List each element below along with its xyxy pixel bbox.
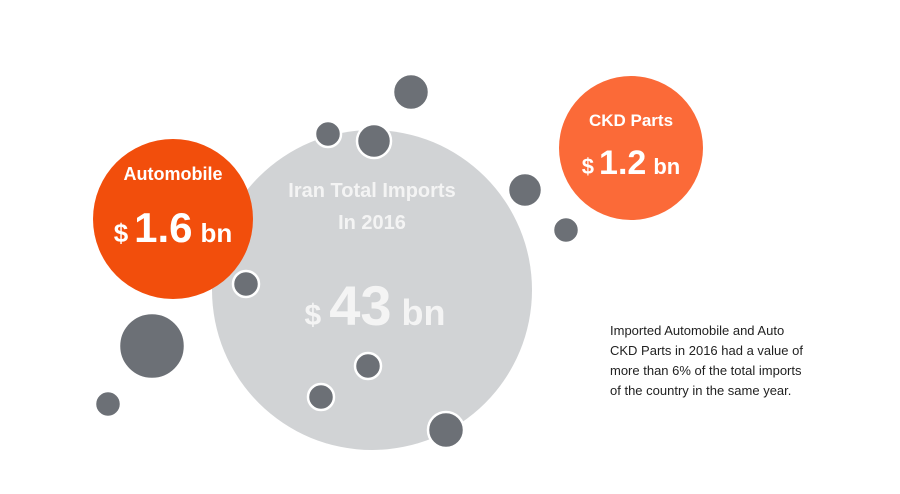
note-line: CKD Parts in 2016 had a value of — [610, 343, 803, 358]
dot — [117, 311, 187, 381]
unit: bn — [201, 218, 233, 248]
note-line: more than 6% of the total imports — [610, 363, 802, 378]
currency: $ — [582, 154, 594, 179]
dot — [426, 410, 466, 450]
ckd-bubble — [559, 76, 703, 220]
currency: $ — [305, 299, 322, 332]
dot — [551, 215, 581, 245]
dot — [313, 119, 343, 149]
center-title: Iran Total Imports — [288, 180, 455, 202]
dot — [231, 269, 261, 299]
dot — [355, 122, 393, 160]
ckd-value: $1.2 bn — [582, 144, 680, 182]
dot — [353, 351, 383, 381]
center-value: $43 bn — [305, 274, 446, 337]
currency: $ — [114, 218, 129, 248]
ckd-label: CKD Parts — [589, 111, 673, 130]
decor-dots — [93, 72, 581, 450]
note-line: of the country in the same year. — [610, 383, 791, 398]
dot — [93, 389, 123, 419]
center-title: In 2016 — [338, 212, 406, 234]
dot — [391, 72, 431, 112]
total-bubble — [212, 130, 532, 450]
note-line: Imported Automobile and Auto — [610, 323, 784, 338]
amount: 43 — [329, 274, 391, 337]
dot — [506, 171, 544, 209]
amount: 1.2 — [599, 144, 646, 182]
amount: 1.6 — [134, 204, 192, 251]
dot — [306, 382, 336, 412]
unit: bn — [653, 154, 680, 179]
automobile-label: Automobile — [124, 164, 223, 184]
unit: bn — [402, 292, 446, 333]
automobile-bubble — [93, 139, 253, 299]
automobile-value: $1.6 bn — [114, 204, 233, 251]
